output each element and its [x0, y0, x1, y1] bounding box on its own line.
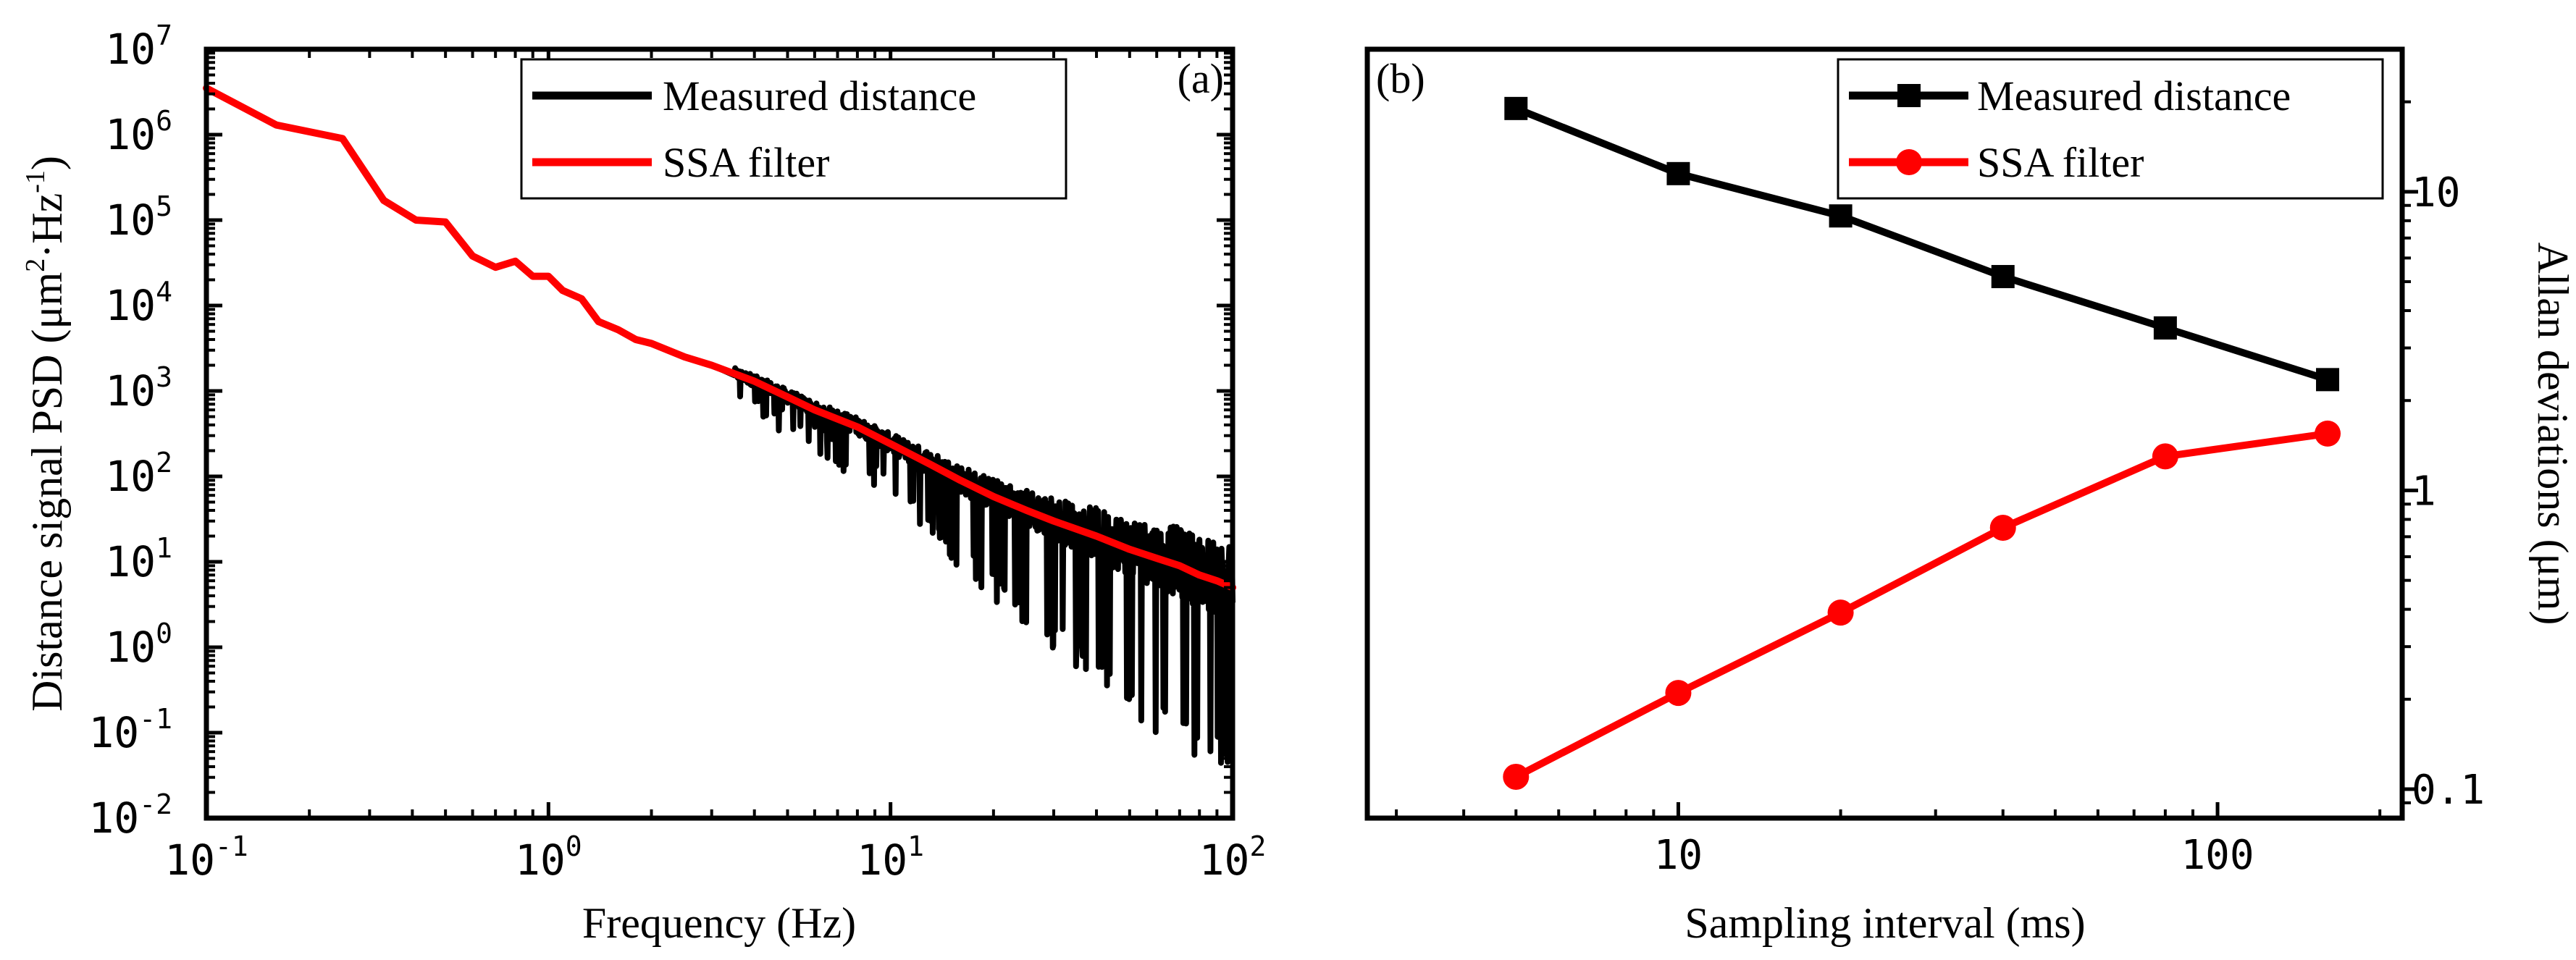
panel-b-measured-point — [2153, 316, 2177, 340]
panel-a-x-tick-label: 100 — [515, 830, 582, 885]
panel-b-y-tick-label: 0.1 — [2412, 767, 2485, 814]
panel-a-y-tick-label: 106 — [105, 105, 172, 159]
panel-a-y-tick-label: 101 — [105, 532, 172, 586]
panel-b-ssa-point — [1503, 763, 1530, 790]
panel-b-x-axis-label: Sampling interval (ms) — [1685, 899, 2085, 947]
panel-b-legend-box — [1837, 58, 2384, 200]
panel-a-x-axis-label: Frequency (Hz) — [582, 899, 856, 947]
panel-b-legend: Measured distance SSA filter — [1837, 58, 2384, 200]
panel-a-label: (a) — [1178, 55, 1224, 102]
panel-b-allan-chart: 10 100 0.1 1 10 (b) Measured distance SSA fi… — [1364, 46, 2576, 947]
panel-b-ssa-point — [2152, 443, 2178, 470]
panel-b-measured-point — [2316, 368, 2340, 392]
panel-b-legend-ssa-label: SSA filter — [1977, 139, 2144, 186]
panel-a-plot-frame — [204, 46, 1235, 821]
panel-a-y-tick-label: 107 — [105, 20, 172, 74]
panel-a-x-tick-label: 10-1 — [164, 830, 248, 885]
panel-a-y-tick-label: 102 — [105, 447, 172, 501]
panel-b-ssa-point — [1827, 599, 1854, 626]
panel-b-ssa-point — [1989, 514, 2016, 541]
panel-b-series-ssa-line — [1514, 429, 2328, 780]
panel-b-plot-area — [1503, 96, 2341, 790]
panel-a-y-tick-label: 10-2 — [88, 788, 172, 843]
panel-b-measured-point — [1991, 265, 2015, 289]
panel-b-legend-ssa-marker — [1896, 149, 1922, 175]
panel-b-ssa-point — [2315, 420, 2341, 447]
panel-b-series-measured-line — [1514, 105, 2329, 384]
panel-a-y-tick-label: 100 — [105, 618, 172, 672]
panel-a-x-tick-label: 101 — [857, 830, 924, 885]
panel-b-ssa-point — [1665, 680, 1692, 707]
panel-a-x-tick-label: 102 — [1199, 830, 1267, 885]
panel-b-legend-measured-label: Measured distance — [1977, 72, 2291, 119]
panel-b-ticks: 10 100 0.1 1 10 — [1395, 100, 2485, 879]
panel-a-y-axis-label: Distance signal PSD (μm2·Hz-1) — [20, 156, 71, 712]
panel-a-legend-measured-label: Measured distance — [663, 72, 976, 119]
panel-b-measured-point — [1829, 204, 1853, 228]
panel-a-legend-ssa-label: SSA filter — [663, 139, 829, 186]
panel-b-x-tick-label: 10 — [1654, 832, 1703, 879]
panel-b-plot-frame — [1364, 46, 2405, 821]
panel-a-y-tick-label: 104 — [105, 276, 172, 330]
panel-a-psd-chart: 10-1 100 101 10210-210-11001011021031041051… — [20, 20, 1266, 947]
panel-b-measured-point — [1504, 96, 1528, 120]
panel-b-label: (b) — [1376, 55, 1425, 102]
panel-b-x-tick-label: 100 — [2181, 832, 2254, 879]
panel-b-y-tick-label: 10 — [2412, 169, 2460, 216]
panel-a-y-tick-label: 103 — [105, 361, 172, 416]
panel-b-legend-measured-marker — [1897, 84, 1921, 107]
panel-b-y-tick-label: 1 — [2412, 468, 2436, 515]
panel-b-measured-point — [1666, 161, 1690, 185]
panel-a-y-tick-label: 10-1 — [88, 703, 172, 757]
panel-a-legend: Measured distance SSA filter — [520, 58, 1067, 200]
panel-a-legend-box — [520, 58, 1067, 200]
panel-b-y-axis-label: Allan deviations (μm) — [2529, 243, 2576, 626]
panel-a-series-ssa-line — [203, 84, 1236, 591]
panel-a-plot-area — [203, 84, 1236, 766]
panel-a-y-tick-label: 105 — [105, 190, 172, 245]
panel-a-ticks: 10-1 100 101 10210-210-11001011021031041051… — [88, 20, 1266, 885]
